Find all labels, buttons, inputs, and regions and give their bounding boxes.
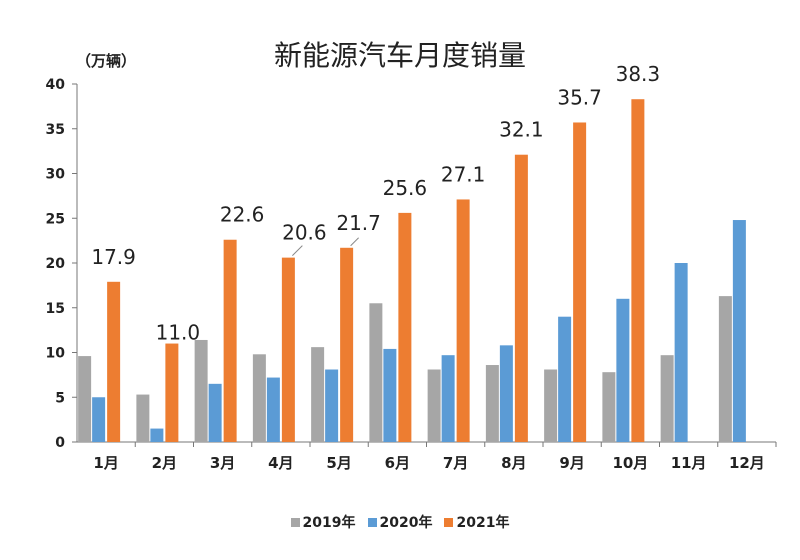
y-tick-label: 25 bbox=[46, 211, 65, 227]
bar-2021年-6月 bbox=[398, 212, 412, 442]
bar-2020年-6月 bbox=[383, 348, 397, 442]
x-tick-label: 11月 bbox=[671, 454, 707, 472]
bar-2020年-4月 bbox=[266, 377, 280, 442]
x-tick-label: 1月 bbox=[93, 454, 118, 472]
x-tick-label: 2月 bbox=[152, 454, 177, 472]
y-tick-label: 15 bbox=[46, 301, 65, 317]
data-label: 20.6 bbox=[282, 221, 327, 245]
bar-2019年-8月 bbox=[485, 365, 499, 442]
bar-2020年-3月 bbox=[208, 383, 222, 442]
x-tick-label: 5月 bbox=[326, 454, 351, 472]
legend: 2019年 2020年 2021年 bbox=[0, 512, 800, 532]
bar-2020年-12月 bbox=[732, 220, 746, 442]
bar-2020年-5月 bbox=[325, 369, 339, 442]
bar-2019年-3月 bbox=[194, 339, 208, 442]
bar-2020年-1月 bbox=[92, 397, 106, 442]
data-label-leader bbox=[292, 245, 303, 256]
data-label: 22.6 bbox=[220, 203, 265, 227]
legend-item-2020: 2020年 bbox=[367, 512, 433, 532]
data-label-leader bbox=[350, 237, 359, 247]
bar-2019年-12月 bbox=[718, 296, 732, 442]
x-tick-label: 4月 bbox=[268, 454, 293, 472]
bar-2020年-9月 bbox=[558, 316, 572, 442]
y-tick-label: 30 bbox=[46, 167, 66, 183]
legend-label-2019: 2019年 bbox=[302, 515, 356, 531]
bar-2021年-4月 bbox=[281, 257, 295, 442]
bar-2021年-10月 bbox=[631, 99, 645, 442]
data-label: 17.9 bbox=[91, 245, 136, 269]
bar-2019年-4月 bbox=[252, 354, 266, 442]
y-tick-label: 10 bbox=[46, 346, 66, 362]
y-tick-label: 20 bbox=[46, 256, 66, 272]
data-label: 25.6 bbox=[383, 176, 428, 200]
data-label: 38.3 bbox=[616, 62, 661, 86]
y-tick-label: 5 bbox=[55, 390, 65, 406]
bar-2021年-1月 bbox=[107, 281, 121, 442]
legend-label-2020: 2020年 bbox=[379, 515, 433, 531]
bar-2020年-2月 bbox=[150, 428, 164, 442]
bar-2019年-10月 bbox=[602, 372, 616, 442]
data-label: 35.7 bbox=[557, 85, 602, 109]
bar-2020年-10月 bbox=[616, 298, 630, 442]
bar-2019年-5月 bbox=[311, 347, 325, 442]
x-tick-label: 6月 bbox=[385, 454, 410, 472]
x-tick-label: 3月 bbox=[210, 454, 235, 472]
data-label: 27.1 bbox=[441, 162, 486, 186]
bar-2021年-8月 bbox=[514, 154, 528, 442]
y-axis-unit: （万辆） bbox=[76, 52, 137, 70]
bar-2019年-2月 bbox=[136, 394, 150, 442]
bar-2019年-11月 bbox=[660, 355, 674, 442]
legend-item-2021: 2021年 bbox=[444, 512, 509, 532]
data-label: 11.0 bbox=[156, 321, 201, 345]
data-label: 32.1 bbox=[499, 118, 544, 142]
bar-2020年-11月 bbox=[674, 263, 688, 442]
x-tick-label: 9月 bbox=[559, 454, 584, 472]
bar-2019年-6月 bbox=[369, 303, 383, 442]
legend-label-2021: 2021年 bbox=[456, 515, 510, 531]
y-tick-label: 40 bbox=[46, 77, 66, 93]
legend-swatch-2021 bbox=[444, 517, 454, 527]
x-tick-label: 12月 bbox=[729, 454, 765, 472]
bar-2021年-3月 bbox=[223, 239, 237, 442]
y-tick-label: 0 bbox=[55, 435, 65, 451]
legend-swatch-2019 bbox=[290, 517, 300, 527]
bar-2019年-9月 bbox=[544, 369, 558, 442]
bar-2020年-7月 bbox=[441, 355, 455, 442]
bar-2019年-1月 bbox=[78, 356, 92, 442]
bar-2021年-5月 bbox=[340, 247, 354, 442]
x-tick-label: 8月 bbox=[501, 454, 526, 472]
legend-item-2019: 2019年 bbox=[290, 512, 356, 532]
bar-2020年-8月 bbox=[499, 345, 513, 442]
bar-2021年-2月 bbox=[165, 343, 179, 442]
chart-title: 新能源汽车月度销量 bbox=[273, 39, 526, 72]
bar-2021年-9月 bbox=[573, 122, 587, 443]
legend-swatch-2020 bbox=[367, 517, 377, 527]
y-tick-label: 35 bbox=[46, 122, 65, 138]
x-tick-label: 10月 bbox=[612, 454, 648, 472]
x-tick-label: 7月 bbox=[443, 454, 468, 472]
bar-2019年-7月 bbox=[427, 369, 441, 442]
bar-2021年-7月 bbox=[456, 199, 470, 442]
data-label: 21.7 bbox=[336, 211, 381, 235]
